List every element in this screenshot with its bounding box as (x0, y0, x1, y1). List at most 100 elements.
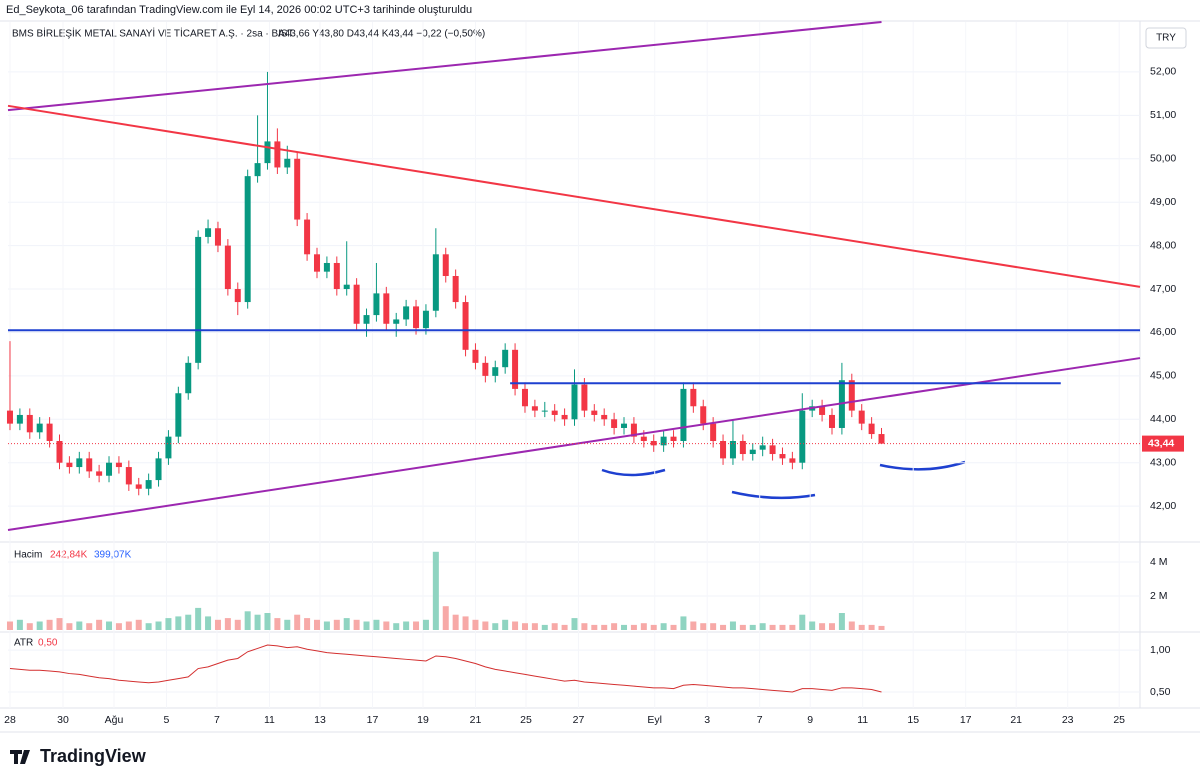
candle-body (670, 436, 677, 442)
candle-body (323, 262, 330, 272)
price-tick-label: 48,00 (1150, 239, 1176, 251)
price-tick-label: 44,00 (1150, 413, 1176, 425)
volume-bar (135, 619, 142, 630)
volume-tick-label: 4 M (1150, 556, 1168, 568)
volume-bar (274, 618, 281, 630)
candle-body (125, 467, 132, 485)
candle-body (234, 289, 241, 303)
candle-body (630, 423, 637, 437)
volume-bar (432, 551, 439, 630)
volume-bar (165, 618, 172, 630)
candle-body (521, 388, 528, 407)
x-tick-label: 27 (573, 714, 585, 726)
volume-bar (521, 623, 528, 630)
volume-title: Hacim (14, 550, 42, 561)
price-tick-label: 50,00 (1150, 153, 1176, 165)
candle-body (115, 462, 122, 468)
volume-bar (224, 618, 231, 630)
volume-bar (492, 623, 499, 630)
volume-bar (551, 623, 558, 630)
candle-body (759, 445, 766, 450)
volume-bar (185, 614, 192, 630)
volume-bar (630, 624, 637, 630)
x-tick-label: Ağu (105, 714, 124, 726)
candle-body (205, 228, 212, 237)
x-tick-label: 23 (1062, 714, 1074, 726)
volume-bar (591, 624, 598, 630)
volume-up: 399,07K (94, 550, 132, 561)
volume-bar (581, 623, 588, 630)
volume-bar (472, 619, 479, 630)
atr-tick-label: 0,50 (1150, 686, 1171, 698)
candle-body (284, 158, 291, 168)
last-price-label: 43,44 (1148, 437, 1174, 449)
volume-bar (333, 619, 340, 630)
candle-body (640, 436, 647, 442)
annotation-arc (879, 460, 966, 471)
volume-bar (739, 624, 746, 630)
candle-body (214, 228, 221, 246)
candle-body (819, 406, 826, 415)
candle-body (254, 163, 261, 177)
brand: TradingView (40, 746, 147, 766)
candle-body (710, 423, 717, 442)
candle-body (363, 315, 370, 324)
volume-bar (205, 616, 212, 630)
volume-bar (611, 623, 618, 630)
price-tick-label: 46,00 (1150, 326, 1176, 338)
volume-bar (264, 613, 271, 630)
volume-bar (353, 619, 360, 630)
volume-tick-label: 2 M (1150, 590, 1168, 602)
candle-body (442, 254, 449, 277)
candle-body (512, 349, 519, 389)
candle-body (848, 380, 855, 411)
volume-bar (195, 607, 202, 630)
volume-bar (512, 621, 519, 630)
volume-bar (422, 619, 429, 630)
x-tick-label: 17 (960, 714, 972, 726)
volume-bar (828, 623, 835, 630)
volume-bar (848, 621, 855, 630)
x-tick-label: 11 (264, 714, 275, 726)
volume-bar (640, 623, 647, 630)
volume-bar (650, 624, 657, 630)
x-tick-label: 25 (1113, 714, 1125, 726)
candle-body (224, 245, 231, 290)
candle-body (858, 410, 865, 424)
x-tick-label: 5 (164, 714, 170, 726)
volume-bar (838, 613, 845, 630)
x-tick-label: 21 (470, 714, 482, 726)
atr-line (9, 644, 882, 693)
volume-bar (115, 623, 122, 630)
candle-body (294, 158, 301, 220)
volume-bar (393, 623, 400, 630)
annotation-arc (601, 468, 666, 477)
candle-body (799, 410, 806, 463)
candle-body (96, 471, 103, 476)
candle-body (274, 141, 281, 168)
volume-bar (759, 623, 766, 630)
candle-body (551, 410, 558, 415)
logo: TradingView (10, 746, 147, 766)
candle-body (403, 306, 410, 320)
candle-body (76, 458, 83, 468)
volume-down: 242,84K (50, 550, 88, 561)
x-tick-label: 11 (857, 714, 868, 726)
volume-bar (621, 624, 628, 630)
volume-bar (482, 621, 489, 630)
candle-body (601, 414, 608, 420)
trend-line (7, 21, 882, 112)
ohlc: A43,66 Y43,80 D43,44 K43,44 −0,22 (−0,50… (278, 29, 485, 40)
volume-bar (323, 621, 330, 630)
volume-bar (16, 619, 23, 630)
volume-bar (531, 623, 538, 630)
candle-body (86, 458, 93, 472)
candle-body (591, 410, 598, 415)
currency[interactable]: TRY (1156, 33, 1176, 44)
currency-box[interactable] (1145, 27, 1187, 49)
volume-bar (442, 606, 449, 630)
candle-body (145, 480, 152, 489)
volume-bar (868, 624, 875, 630)
volume-bar (809, 621, 816, 630)
